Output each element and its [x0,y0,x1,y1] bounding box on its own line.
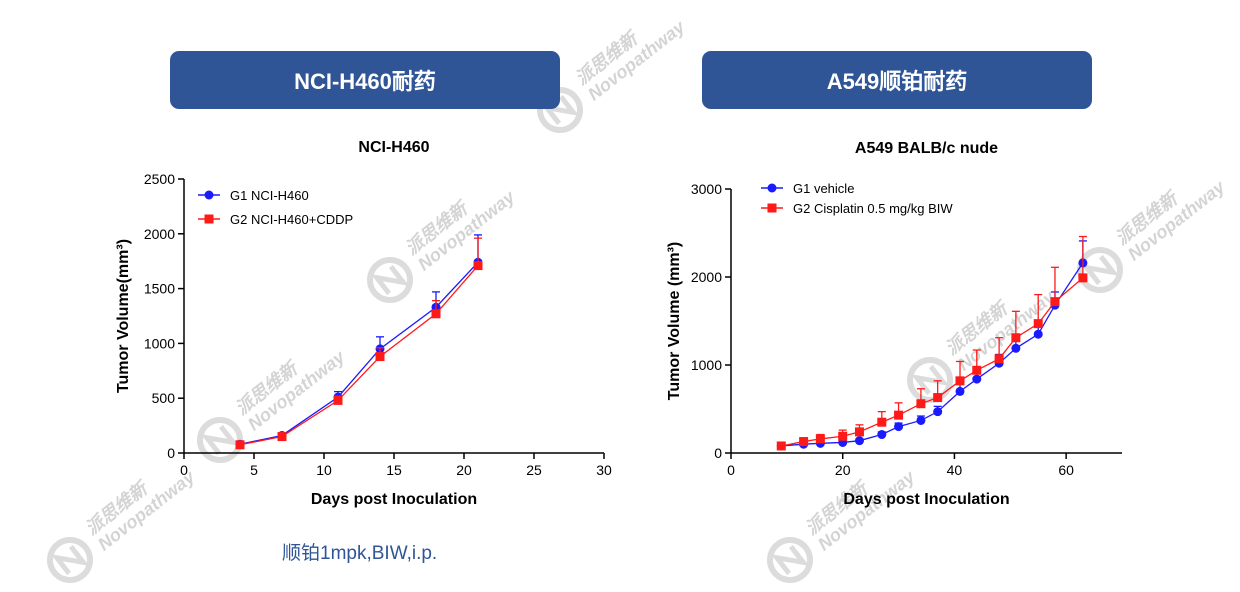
x-tick-label: 10 [316,462,332,478]
y-tick-label: 500 [152,390,176,406]
x-tick-label: 15 [386,462,402,478]
data-point [1011,333,1021,343]
watermark-logo-mark-icon [200,425,240,455]
watermark-logo-mark-icon [770,545,810,575]
watermark-logo-icon [367,257,413,303]
chart-title: NCI-H460 [358,139,429,156]
y-tick-label: 1000 [691,357,722,373]
series-line [239,265,479,446]
banner-a549: A549顺铂耐药 [702,51,1092,109]
data-point [933,393,943,403]
legend-label: G2 NCI-H460+CDDP [230,212,353,227]
watermark-logo-mark-icon [910,365,950,395]
y-tick-label: 3000 [691,181,722,197]
x-tick-label: 30 [596,462,612,478]
x-tick-label: 5 [250,462,258,478]
y-tick-label: 2000 [144,226,175,242]
data-point [894,410,904,420]
watermark-logo-icon [767,537,813,583]
data-point [1050,297,1060,307]
x-axis-label: Days post Inoculation [843,491,1009,508]
data-point [815,434,825,444]
data-point [955,376,965,386]
data-point [933,407,943,417]
y-tick-label: 1500 [144,281,175,297]
data-point [1033,329,1043,339]
x-tick-label: 60 [1058,462,1074,478]
data-point [799,437,809,447]
data-point [333,395,343,405]
data-point [894,422,904,432]
watermark-logo-mark-icon [370,265,410,295]
watermark-logo-icon [907,357,953,403]
data-point [955,386,965,396]
banner-nci-h460: NCI-H460耐药 [170,51,560,109]
data-point [972,365,982,375]
data-point [916,415,926,425]
y-tick-label: 2000 [691,269,722,285]
data-point [916,399,926,409]
data-point [994,354,1004,364]
data-point [375,352,385,362]
y-tick-label: 0 [167,445,175,461]
x-tick-label: 20 [456,462,472,478]
x-tick-label: 0 [727,462,735,478]
y-tick-label: 0 [714,445,722,461]
data-point [877,430,887,440]
data-point [776,441,786,451]
data-point [431,309,441,319]
x-tick-label: 20 [835,462,851,478]
data-point [972,374,982,384]
dosing-note: 顺铂1mpk,BIW,i.p. [282,543,438,564]
y-tick-label: 1000 [144,335,175,351]
x-axis-label: Days post Inoculation [311,491,477,508]
chart-a549: A549 BALB/c nude 0 1000 2000 3000 0 20 40 60 Days… [666,140,1122,508]
chart-title: A549 BALB/c nude [855,140,998,157]
legend-label: G2 Cisplatin 0.5 mg/kg BIW [793,201,953,216]
legend-marker [767,203,777,213]
x-tick-label: 25 [526,462,542,478]
legend-marker [767,183,777,193]
legend-label: G1 NCI-H460 [230,188,309,203]
watermark-logo-icon [47,537,93,583]
data-point [235,440,245,450]
series-line [239,261,479,445]
y-axis-label: Tumor Volume(mm³) [115,239,132,393]
data-point [854,427,864,437]
data-point [877,417,887,427]
y-axis-label: Tumor Volume (mm³) [666,242,683,401]
x-tick-label: 40 [947,462,963,478]
legend-label: G1 vehicle [793,181,854,196]
watermark-logo-mark-icon [1080,255,1120,285]
data-point [1011,343,1021,353]
series-line [781,277,1084,447]
data-point [277,432,287,442]
legend-marker [204,214,214,224]
y-tick-label: 2500 [144,171,175,187]
legend-marker [204,190,214,200]
series-line [781,262,1084,447]
watermark-logo-mark-icon [540,95,580,125]
x-tick-label: 0 [180,462,188,478]
chart-nci-h460: NCI-H460 0 500 1000 1500 2000 2500 0 5 10 15 20 25 30… [115,139,612,508]
data-point [473,261,483,271]
data-point [854,436,864,446]
data-point [1078,273,1088,283]
data-point [838,431,848,441]
data-point [1033,319,1043,329]
watermark-logo-mark-icon [50,545,90,575]
